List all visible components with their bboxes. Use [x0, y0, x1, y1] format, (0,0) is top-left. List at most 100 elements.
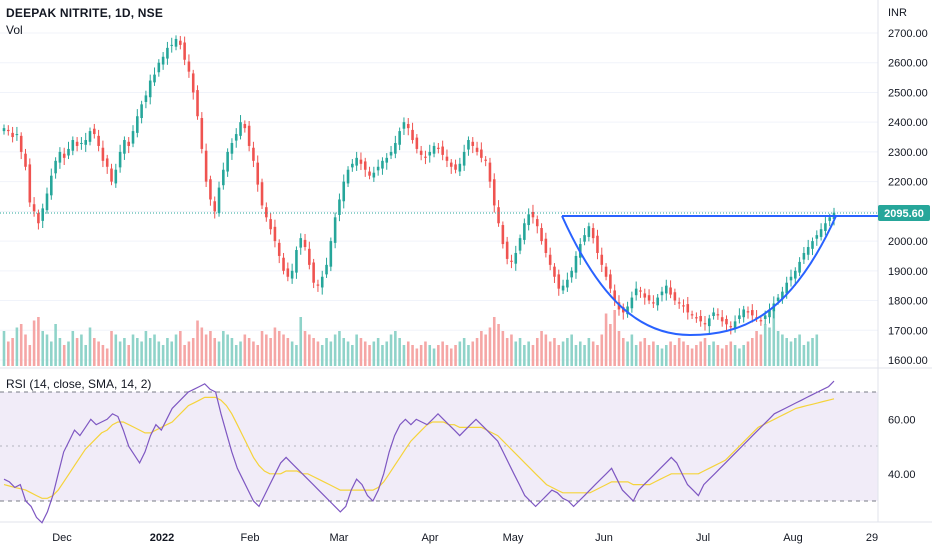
candle-body [320, 276, 324, 288]
volume-bar [531, 345, 535, 366]
volume-bar [643, 338, 647, 366]
candle-body [260, 182, 264, 206]
time-tick-label: Mar [330, 532, 349, 544]
volume-bar [415, 348, 419, 366]
candle-body [209, 179, 212, 200]
volume-bar [484, 334, 487, 366]
volume-bar [204, 334, 208, 366]
candles [2, 35, 836, 335]
volume-bar [140, 341, 143, 366]
volume-bar [656, 345, 659, 366]
volume-bar [626, 341, 629, 366]
volume-bar [428, 345, 432, 366]
candle-body [454, 164, 457, 170]
volume-bar [604, 313, 608, 366]
volume-bar [179, 331, 182, 366]
candle-body [746, 311, 750, 313]
volume-bar [763, 324, 767, 366]
candle-body [677, 302, 681, 304]
volume-bar [183, 345, 186, 366]
candle-body [196, 90, 199, 117]
volume-bar [71, 331, 75, 366]
last-price-text: 2095.60 [884, 208, 924, 220]
volume-bar [97, 341, 100, 366]
time-tick-label: Jun [595, 532, 613, 544]
volume-bar [333, 334, 337, 366]
candle-body [531, 211, 535, 218]
volume-label: Vol [6, 23, 23, 37]
volume-bar [441, 341, 444, 366]
volume-bar [376, 338, 380, 366]
candle-body [368, 171, 371, 176]
time-tick-label: Jul [696, 532, 710, 544]
candle-body [441, 146, 444, 155]
price-tick-label: 2600.00 [888, 58, 928, 70]
volume-bar [363, 341, 367, 366]
candle-body [50, 175, 53, 196]
candle-body [325, 264, 328, 275]
volume-bar [127, 345, 131, 366]
candle-body [798, 261, 801, 273]
volume-bar [467, 345, 470, 366]
volume-bar [32, 320, 36, 366]
volume-bar [355, 334, 358, 366]
candle-body [445, 156, 449, 161]
volume-bar [613, 310, 616, 366]
volume-bar [755, 331, 758, 366]
candle-body [609, 274, 612, 289]
volume-bar [785, 338, 788, 366]
candle-body [462, 151, 466, 166]
volume-bar [295, 345, 298, 366]
volume-bar [105, 348, 109, 366]
candle-body [819, 229, 823, 237]
volume-bar [527, 341, 530, 366]
candle-body [200, 118, 204, 149]
volume-bar [320, 345, 324, 366]
candle-body [295, 250, 298, 273]
volume-bar [630, 334, 634, 366]
volume-bar [290, 341, 294, 366]
candle-body [376, 166, 380, 171]
candle-body [93, 128, 96, 135]
volume-bar [600, 334, 604, 366]
volume-bar [789, 341, 793, 366]
volume-bar [273, 327, 277, 366]
candle-body [553, 266, 556, 277]
candle-body [634, 288, 638, 296]
volume-bar [587, 338, 591, 366]
volume-bar [50, 341, 53, 366]
candle-body [333, 217, 337, 243]
volume-bar [174, 334, 178, 366]
candle-body [596, 235, 599, 253]
volume-bar [131, 334, 135, 366]
rsi-line [3, 380, 835, 524]
volume-bar [647, 345, 651, 366]
candle-body [643, 293, 647, 298]
volume-bar [62, 345, 66, 366]
symbol-title: DEEPAK NITRITE, 1D, NSE [6, 6, 164, 20]
volume-bar [118, 341, 122, 366]
candle-body [247, 125, 251, 146]
candle-body [88, 131, 92, 142]
volume-bar [510, 334, 513, 366]
candle-body [742, 309, 745, 318]
volume-bar [191, 338, 195, 366]
volume-bar [686, 345, 690, 366]
candle-body [114, 169, 118, 184]
candle-body [226, 151, 229, 172]
candle-body [419, 150, 423, 155]
volume-bar [346, 341, 350, 366]
volume-bar [540, 331, 543, 366]
candle-body [729, 326, 733, 328]
volume-bar [381, 345, 384, 366]
candle-body [282, 257, 285, 271]
candle-body [80, 142, 83, 144]
candle-body [815, 235, 819, 239]
candle-body [548, 254, 552, 265]
volume-bar [497, 324, 500, 366]
candle-body [480, 149, 483, 158]
candle-body [131, 131, 135, 144]
volume-bar [19, 324, 23, 366]
price-tick-label: 2400.00 [888, 117, 928, 129]
volume-bar [492, 317, 496, 366]
